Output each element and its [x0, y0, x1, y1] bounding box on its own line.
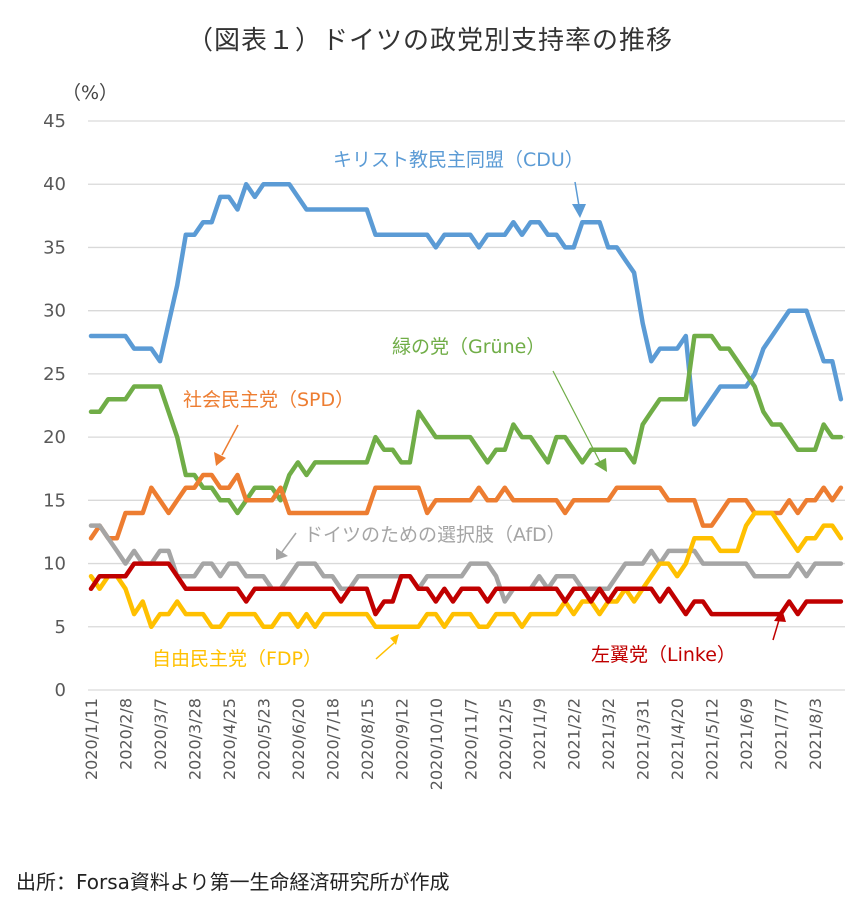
y-tick-label: 0: [55, 680, 66, 701]
x-tick-label: 2021/3/2: [599, 698, 618, 770]
annotation-cdu-arrow: [574, 181, 580, 207]
series-line-3: [88, 523, 844, 604]
annotation-spd: 社会民主党（SPD）: [183, 389, 354, 411]
annotation-spd-arrowhead: [214, 452, 226, 466]
x-tick-label: 2020/1/11: [82, 698, 101, 780]
annotation-cdu-arrowhead: [572, 204, 586, 218]
x-tick-label: 2020/10/10: [427, 698, 446, 790]
gridlines: [88, 120, 845, 691]
annotations: キリスト教民主同盟（CDU） 緑の党（Grüne） 社会民主党（SPD） ドイツ…: [152, 149, 786, 670]
y-tick-label: 45: [43, 111, 66, 132]
series-lines: [88, 181, 844, 630]
annotation-fdp-arrow: [375, 642, 395, 660]
y-tick-label: 25: [43, 364, 66, 385]
y-tick-label: 10: [43, 554, 66, 575]
x-tick-label: 2020/3/28: [185, 698, 204, 780]
annotation-grune-arrow: [552, 370, 601, 463]
x-tick-label: 2021/1/9: [530, 698, 549, 770]
annotation-linke: 左翼党（Linke）: [591, 644, 736, 666]
series-line-4: [88, 510, 844, 630]
chart-title: （図表１）ドイツの政党別支持率の推移: [186, 26, 673, 56]
annotation-fdp-arrowhead: [390, 634, 399, 645]
x-tick-label: 2021/4/20: [668, 698, 687, 780]
annotation-fdp: 自由民主党（FDP）: [152, 648, 322, 670]
y-tick-label: 5: [55, 617, 66, 638]
y-axis-unit-label: （%）: [62, 82, 119, 104]
series-line-5: [88, 561, 844, 617]
annotation-cdu: キリスト教民主同盟（CDU）: [333, 149, 584, 171]
x-tick-label: 2021/7/7: [772, 698, 791, 770]
series-line-2: [88, 472, 844, 541]
y-tick-label: 40: [43, 174, 66, 195]
x-tick-label: 2021/3/31: [634, 698, 653, 780]
y-tick-label: 20: [43, 427, 66, 448]
annotation-spd-arrow: [221, 424, 239, 456]
annotation-grune: 緑の党（Grüne）: [392, 336, 545, 358]
x-tick-label: 2020/3/7: [151, 698, 170, 770]
x-tick-label: 2021/5/12: [703, 698, 722, 780]
x-tick-label: 2020/2/8: [116, 698, 135, 770]
annotation-afd-arrowhead: [276, 548, 288, 560]
annotation-afd-arrow: [281, 532, 297, 553]
x-tick-label: 2020/5/23: [254, 698, 273, 780]
annotation-linke-arrowhead: [774, 609, 786, 622]
x-tick-label: 2020/7/18: [323, 698, 342, 780]
y-tick-label: 15: [43, 490, 66, 511]
x-tick-label: 2021/2/2: [565, 698, 584, 770]
x-tick-label: 2020/4/25: [220, 698, 239, 780]
x-axis-ticks: 2020/1/11 2020/2/8 2020/3/7 2020/3/28 2020/4…: [82, 698, 825, 790]
x-tick-label: 2021/6/9: [737, 698, 756, 770]
annotation-afd: ドイツのための選択肢（AfD）: [304, 524, 566, 546]
annotation-grune-arrowhead: [594, 458, 607, 472]
y-tick-label: 35: [43, 237, 66, 258]
y-axis-ticks: 0 5 10 15 20 25 30 35 40 45: [43, 111, 66, 701]
x-tick-label: 2020/8/15: [358, 698, 377, 780]
series-line-1: [88, 333, 844, 516]
x-tick-label: 2020/11/7: [461, 698, 480, 780]
y-tick-label: 30: [43, 301, 66, 322]
x-tick-label: 2020/6/20: [289, 698, 308, 780]
source-note: 出所：Forsa資料より第一生命経済研究所が作成: [16, 870, 450, 894]
series-line-0: [88, 181, 844, 427]
x-tick-label: 2021/8/3: [806, 698, 825, 770]
x-tick-label: 2020/12/5: [496, 698, 515, 780]
x-tick-label: 2020/9/12: [392, 698, 411, 780]
annotation-linke-arrow: [772, 619, 780, 641]
